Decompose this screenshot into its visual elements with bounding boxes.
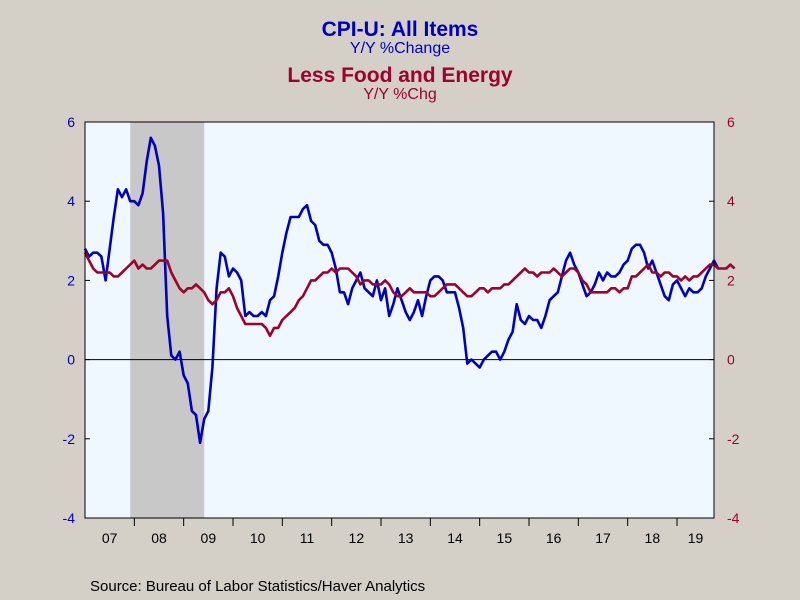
plot-frame: [84, 121, 715, 519]
x-tick-label: 08: [151, 530, 167, 546]
y-tick-label-left: 6: [67, 114, 75, 130]
series-line-all-items: [83, 136, 720, 445]
x-tick-label: 13: [398, 530, 414, 546]
y-tick-label-left: 0: [67, 352, 75, 368]
x-tick-label: 12: [349, 530, 365, 546]
y-tick-label-right: 0: [727, 352, 735, 368]
source-note: Source: Bureau of Labor Statistics/Haver…: [90, 578, 426, 595]
chart-subtitle-all-items: Y/Y %Change: [349, 40, 451, 57]
y-tick-label-right: -4: [727, 510, 740, 526]
x-tick-label: 07: [102, 530, 118, 546]
chart-subtitle-core: Y/Y %Chg: [363, 86, 437, 103]
y-tick-label-right: 4: [727, 193, 735, 209]
y-tick-label-left: -2: [63, 431, 76, 447]
chart-title-core: Less Food and Energy: [287, 64, 513, 87]
x-tick-label: 10: [250, 530, 266, 546]
y-tick-label-left: -4: [63, 510, 76, 526]
x-tick-label: 19: [688, 530, 704, 546]
x-tick-label: 17: [595, 530, 611, 546]
x-tick-label: 18: [645, 530, 661, 546]
y-tick-label-right: 2: [727, 272, 735, 288]
x-tick-label: 09: [201, 530, 217, 546]
x-tick-label: 14: [447, 530, 463, 546]
y-tick-label-right: 6: [727, 114, 735, 130]
x-tick-label: 16: [546, 530, 562, 546]
y-tick-label-left: 4: [67, 193, 75, 209]
y-tick-label-left: 2: [67, 272, 75, 288]
y-tick-label-right: -2: [727, 431, 740, 447]
x-tick-label: 11: [300, 530, 315, 546]
chart-title-all-items: CPI-U: All Items: [321, 18, 479, 41]
x-tick-label: 15: [497, 530, 513, 546]
series-line-core: [83, 252, 736, 338]
